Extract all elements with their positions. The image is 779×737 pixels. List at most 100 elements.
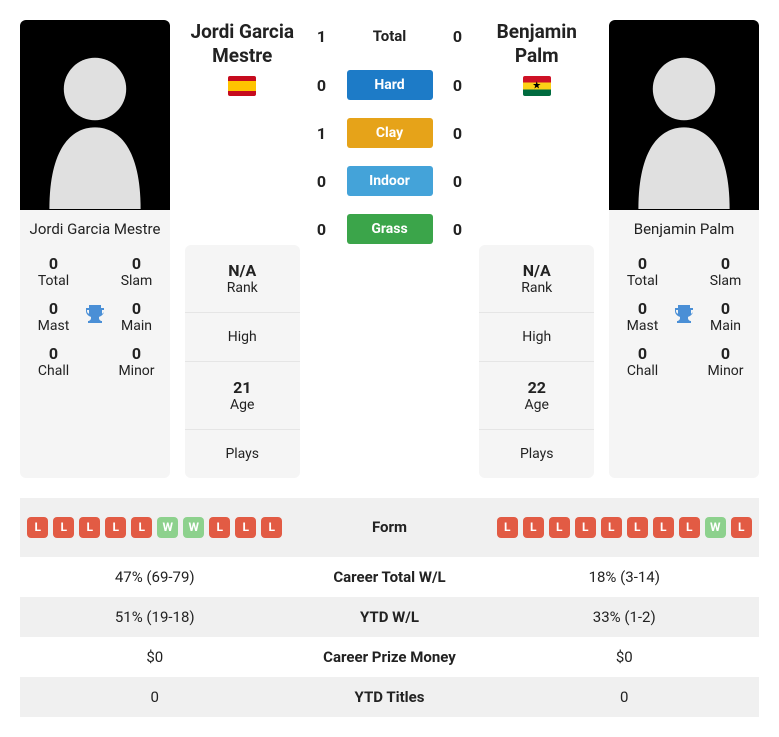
p2-mast-val: 0 [613, 299, 672, 318]
age-label-2: Age [485, 397, 588, 413]
form-result[interactable]: L [53, 517, 74, 538]
plays-label: Plays [191, 446, 294, 462]
surface-row: 1 Clay 0 [315, 118, 465, 148]
p1-slam-val: 0 [107, 254, 166, 273]
trophy-icon [672, 303, 696, 331]
player2-name-caption: Benjamin Palm [609, 210, 759, 248]
surface-p2: 0 [451, 172, 465, 191]
p2-chall-val: 0 [613, 344, 672, 363]
surface-badge[interactable]: Clay [347, 118, 433, 148]
h2h-column: 1 Total 0 0 Hard 0 1 Clay 0 0 Indoor 0 0 Grass 0 [315, 20, 465, 478]
p1-chall-val: 0 [24, 344, 83, 363]
p1-mast-val: 0 [24, 299, 83, 318]
comparison-table: LLLLLWWLLL Form LLLLLLLLWL 47% (69-79) C… [20, 498, 759, 717]
surface-row: 0 Indoor 0 [315, 166, 465, 196]
career-wl-label: Career Total W/L [290, 557, 490, 597]
player2-big-name: Benjamin Palm [479, 20, 594, 68]
form-result[interactable]: L [261, 517, 282, 538]
p2-minor-val: 0 [696, 344, 755, 363]
p2-main-val: 0 [696, 299, 755, 318]
player2-photo [609, 20, 759, 210]
p2-minor-lbl: Minor [696, 363, 755, 379]
prize-p1: $0 [20, 637, 290, 677]
p2-total-lbl: Total [613, 273, 672, 289]
surface-row: 0 Hard 0 [315, 70, 465, 100]
p1-main-lbl: Main [107, 318, 166, 334]
form-result[interactable]: L [575, 517, 596, 538]
ytd-wl-label: YTD W/L [290, 597, 490, 637]
surface-badge[interactable]: Grass [347, 214, 433, 244]
p2-slam-val: 0 [696, 254, 755, 273]
p1-age: 21 [191, 378, 294, 397]
player2-card: Benjamin Palm 0Total 0Slam 0Mast 0Main 0… [609, 20, 759, 478]
surface-badge[interactable]: Indoor [347, 166, 433, 196]
h2h-total-p2: 0 [451, 27, 465, 46]
player1-name-caption: Jordi Garcia Mestre [20, 210, 170, 248]
surface-badge[interactable]: Hard [347, 70, 433, 100]
form-result[interactable]: L [27, 517, 48, 538]
form-result[interactable]: L [235, 517, 256, 538]
p2-rank: N/A [485, 261, 588, 280]
form-result[interactable]: L [523, 517, 544, 538]
p1-main-val: 0 [107, 299, 166, 318]
player2-titles: 0Total 0Slam 0Mast 0Main 0Chall 0Minor [609, 248, 759, 391]
player2-info-card: N/ARank High 22Age Plays [479, 245, 594, 478]
p2-mast-lbl: Mast [613, 318, 672, 334]
age-label: Age [191, 397, 294, 413]
surface-row: 0 Grass 0 [315, 214, 465, 244]
form-result[interactable]: L [105, 517, 126, 538]
career-wl-p2: 18% (3-14) [490, 557, 760, 597]
form-result[interactable]: L [627, 517, 648, 538]
player1-name-col: Jordi Garcia Mestre N/ARank High 21Age P… [185, 20, 300, 478]
form-result[interactable]: L [79, 517, 100, 538]
ytd-titles-p1: 0 [20, 677, 290, 717]
form-result[interactable]: L [209, 517, 230, 538]
form-result[interactable]: W [183, 517, 204, 538]
rank-label: Rank [191, 280, 294, 296]
form-result[interactable]: L [601, 517, 622, 538]
ytd-wl-p2: 33% (1-2) [490, 597, 760, 637]
player1-titles: 0Total 0Slam 0Mast 0Main 0Chall 0Minor [20, 248, 170, 391]
form-result[interactable]: W [157, 517, 178, 538]
form-result[interactable]: L [131, 517, 152, 538]
player2-flag-icon [523, 76, 551, 96]
prize-p2: $0 [490, 637, 760, 677]
p1-chall-lbl: Chall [24, 363, 83, 379]
surface-list: 0 Hard 0 1 Clay 0 0 Indoor 0 0 Grass 0 [315, 70, 465, 244]
form-result[interactable]: L [653, 517, 674, 538]
career-wl-p1: 47% (69-79) [20, 557, 290, 597]
surface-p1: 1 [315, 124, 329, 143]
form-result[interactable]: L [731, 517, 752, 538]
plays-label-2: Plays [485, 446, 588, 462]
silhouette-icon [624, 40, 744, 210]
ytd-titles-label: YTD Titles [290, 677, 490, 717]
form-result[interactable]: L [497, 517, 518, 538]
form-result[interactable]: L [679, 517, 700, 538]
surface-p2: 0 [451, 124, 465, 143]
surface-p2: 0 [451, 220, 465, 239]
p1-slam-lbl: Slam [107, 273, 166, 289]
player1-card: Jordi Garcia Mestre 0Total 0Slam 0Mast 0… [20, 20, 170, 478]
h2h-total-label: Total [347, 20, 433, 52]
surface-p1: 0 [315, 172, 329, 191]
form-p1: LLLLLWWLLL [20, 509, 290, 546]
p2-main-lbl: Main [696, 318, 755, 334]
p1-rank: N/A [191, 261, 294, 280]
form-p2: LLLLLLLLWL [490, 509, 760, 546]
form-label: Form [290, 507, 490, 547]
h2h-total-p1: 1 [315, 27, 329, 46]
surface-p1: 0 [315, 220, 329, 239]
p1-mast-lbl: Mast [24, 318, 83, 334]
prize-label: Career Prize Money [290, 637, 490, 677]
p2-age: 22 [485, 378, 588, 397]
high-label-2: High [485, 329, 588, 345]
p1-total-lbl: Total [24, 273, 83, 289]
surface-p1: 0 [315, 76, 329, 95]
ytd-wl-p1: 51% (19-18) [20, 597, 290, 637]
high-label: High [191, 329, 294, 345]
form-result[interactable]: L [549, 517, 570, 538]
form-result[interactable]: W [705, 517, 726, 538]
surface-p2: 0 [451, 76, 465, 95]
player1-flag-icon [228, 76, 256, 96]
trophy-icon [83, 303, 107, 331]
